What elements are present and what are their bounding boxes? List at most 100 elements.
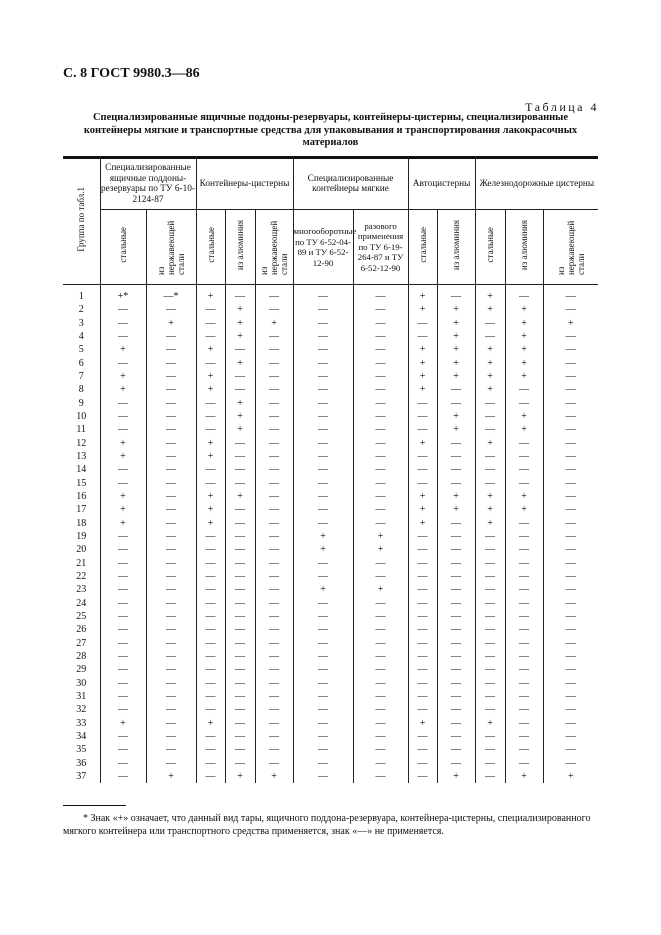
applicability-cell: — [352, 303, 409, 317]
applicability-cell: — [292, 769, 354, 784]
applicability-cell: +* [99, 284, 147, 304]
applicability-cell: — [352, 409, 409, 424]
applicability-cell: — [542, 396, 599, 410]
applicability-cell: — [352, 396, 409, 410]
group-number-cell: 8 [63, 383, 101, 397]
applicability-cell: + [504, 303, 544, 317]
applicability-cell: — [504, 716, 544, 730]
applicability-cell: — [504, 396, 544, 410]
applicability-cell: — [352, 436, 409, 450]
applicability-cell: — [542, 436, 599, 450]
applicability-cell: — [254, 703, 294, 717]
applicability-cell: — [145, 529, 197, 544]
applicability-cell: — [145, 303, 197, 317]
table-body: 1 +* —* + — — — — + — + — —2— — — + — — — + + + + —3— + — + + — — — + — +… [63, 284, 599, 784]
applicability-cell: — [436, 449, 476, 464]
applicability-cell: — [504, 596, 544, 610]
applicability-cell: — [352, 449, 409, 464]
applicability-cell: + [195, 369, 226, 384]
applicability-cell: + [474, 343, 506, 357]
applicability-cell: — [195, 356, 226, 370]
applicability-cell: — [145, 329, 197, 344]
applicability-cell: — [224, 583, 256, 597]
applicability-cell: — [352, 569, 409, 584]
applicability-cell: — [504, 529, 544, 544]
applicability-cell: — [254, 343, 294, 357]
footnote: * Знак «+» означает, что данный вид тары… [63, 813, 591, 837]
applicability-cell: — [542, 356, 599, 370]
table-row: 21— — — — — — — — — — — — [63, 556, 599, 570]
applicability-cell: — [254, 409, 294, 424]
applicability-cell: — [292, 369, 354, 384]
header-tank-containers: Контейнеры-цистерны [195, 156, 294, 210]
applicability-cell: — [474, 729, 506, 744]
applicability-cell: — [292, 729, 354, 744]
applicability-cell: + [504, 769, 544, 784]
applicability-cell: — [254, 476, 294, 490]
applicability-cell: — [504, 649, 544, 664]
applicability-cell: — [224, 516, 256, 530]
applicability-cell: — [145, 663, 197, 677]
applicability-cell: — [436, 689, 476, 704]
applicability-cell: + [436, 329, 476, 344]
applicability-cell: — [542, 503, 599, 517]
applicability-cell: — [195, 676, 226, 690]
applicability-cell: + [224, 769, 256, 784]
group-number-cell: 29 [63, 663, 101, 677]
applicability-cell: — [195, 743, 226, 757]
applicability-cell: — [542, 476, 599, 490]
applicability-cell: — [474, 329, 506, 344]
applicability-cell: — [224, 449, 256, 464]
applicability-cell: — [99, 729, 147, 744]
applicability-cell: — [407, 623, 438, 637]
compatibility-table: Группа по табл.1 Специализированные ящич… [63, 156, 599, 784]
applicability-cell: — [99, 529, 147, 544]
applicability-cell: — [145, 489, 197, 504]
applicability-cell: + [407, 356, 438, 370]
applicability-cell: — [145, 449, 197, 464]
group-number-cell: 9 [63, 396, 101, 410]
applicability-cell: — [504, 676, 544, 690]
applicability-cell: + [407, 369, 438, 384]
group-number-cell: 20 [63, 543, 101, 557]
applicability-cell: — [99, 756, 147, 770]
applicability-cell: + [224, 329, 256, 344]
applicability-cell: + [145, 316, 197, 330]
applicability-cell: — [224, 743, 256, 757]
applicability-cell: — [254, 583, 294, 597]
applicability-cell: — [99, 316, 147, 330]
applicability-cell: — [224, 663, 256, 677]
applicability-cell: — [542, 529, 599, 544]
applicability-cell: + [504, 489, 544, 504]
applicability-cell: — [224, 716, 256, 730]
applicability-cell: — [224, 543, 256, 557]
applicability-cell: — [436, 703, 476, 717]
applicability-cell: — [542, 449, 599, 464]
applicability-cell: — [145, 343, 197, 357]
header-pallets: Специализированные ящичные поддоны-резер… [99, 156, 197, 210]
header-soft-single-use: разового применения по ТУ 6-19-264-87 и … [352, 209, 409, 285]
header-road-steel: стальные [408, 209, 438, 285]
applicability-cell: — [474, 316, 506, 330]
applicability-cell: — [352, 689, 409, 704]
applicability-cell: — [504, 743, 544, 757]
group-number-cell: 6 [63, 356, 101, 370]
applicability-cell: — [195, 623, 226, 637]
applicability-cell: — [542, 284, 599, 304]
applicability-cell: + [195, 489, 226, 504]
applicability-cell: + [407, 383, 438, 397]
applicability-cell: — [542, 543, 599, 557]
applicability-cell: — [474, 756, 506, 770]
applicability-cell: — [407, 583, 438, 597]
applicability-cell: — [504, 516, 544, 530]
applicability-cell: — [474, 743, 506, 757]
applicability-cell: — [145, 356, 197, 370]
table-row: 24— — — — — — — — — — — — [63, 596, 599, 610]
applicability-cell: — [542, 689, 599, 704]
applicability-cell: + [352, 529, 409, 544]
group-number-cell: 34 [63, 729, 101, 744]
applicability-cell: — [99, 649, 147, 664]
applicability-cell: + [474, 303, 506, 317]
applicability-cell: + [195, 436, 226, 450]
applicability-cell: — [352, 623, 409, 637]
